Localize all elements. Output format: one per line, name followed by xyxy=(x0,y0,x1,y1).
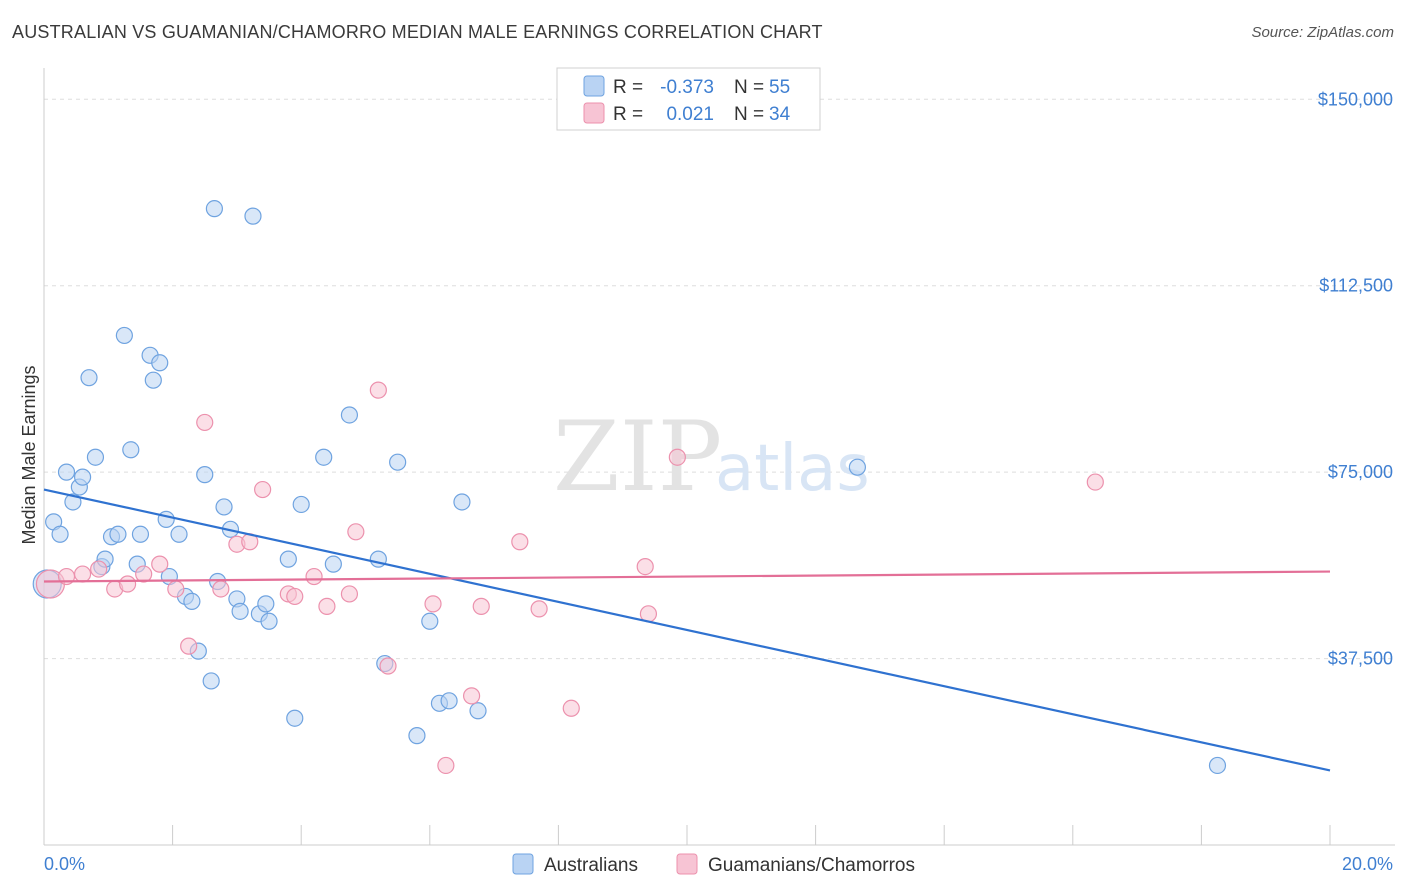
bottom-legend-label-guamanians: Guamanians/Chamorros xyxy=(708,855,915,876)
guamanians-point xyxy=(212,580,230,598)
guamanians-point xyxy=(151,555,169,573)
legend-n-value-1: 55 xyxy=(769,77,790,98)
guamanians-point xyxy=(530,600,548,618)
australians-point xyxy=(231,602,249,620)
bottom-legend-label-australians: Australians xyxy=(544,855,638,876)
australians-point xyxy=(215,498,233,516)
guamanians-point xyxy=(286,587,304,606)
australians-point xyxy=(57,463,76,481)
y-tick-label-2: $75,000 xyxy=(1328,462,1393,482)
legend-n-value-2: 34 xyxy=(769,104,791,125)
guamanians-point xyxy=(668,448,686,466)
australians-point xyxy=(80,369,98,387)
chart-title: AUSTRALIAN VS GUAMANIAN/CHAMORRO MEDIAN … xyxy=(12,22,823,42)
australians-point xyxy=(286,709,304,727)
guamanians-point xyxy=(562,699,580,717)
australians-point xyxy=(196,466,214,484)
bottom-legend-swatch-australians xyxy=(512,853,534,875)
legend-n-label-1: N = xyxy=(734,77,764,98)
source-credit: Source: ZipAtlas.com xyxy=(1251,24,1394,41)
australians-point xyxy=(260,612,278,630)
guamanians-point xyxy=(379,657,397,675)
stats-legend: R = -0.373 N = 55 R = 0.021 N = 34 xyxy=(556,67,821,131)
y-tick-labels: $150,000 $112,500 $75,000 $37,500 xyxy=(1318,89,1393,668)
australians-point xyxy=(408,727,426,745)
axes xyxy=(43,68,1395,846)
australians-point xyxy=(73,468,92,486)
australians-point xyxy=(157,510,175,528)
australians-point xyxy=(324,555,342,573)
guamanians-point xyxy=(347,523,365,541)
australians-point xyxy=(421,612,439,630)
legend-swatch-guamanians xyxy=(583,102,605,124)
australians-point xyxy=(1208,756,1227,775)
watermark: ZIP atlas xyxy=(553,401,870,513)
guamanians-point xyxy=(369,381,387,399)
australians-point xyxy=(469,702,487,720)
watermark-zip: ZIP xyxy=(553,401,722,513)
australians-point xyxy=(292,495,310,514)
guamanians-point xyxy=(135,565,153,583)
guamanians-point xyxy=(511,533,529,551)
gridlines xyxy=(44,98,1395,660)
australians-point xyxy=(453,493,471,511)
australians-point xyxy=(340,406,359,424)
guamanians-point xyxy=(340,585,359,603)
guamanians-point xyxy=(73,565,92,583)
x-tick-label-left: 0.0% xyxy=(44,854,85,874)
guamanians-point xyxy=(254,480,272,499)
y-axis-label: Median Male Earnings xyxy=(19,365,39,544)
australians-point xyxy=(170,525,188,543)
australians-point xyxy=(440,692,458,710)
x-tick-label-right: 20.0% xyxy=(1342,854,1393,874)
australians-point xyxy=(122,441,140,459)
australians-point xyxy=(64,493,82,511)
bottom-legend-swatch-guamanians xyxy=(676,853,698,875)
australians-point xyxy=(51,525,69,543)
legend-swatch-australians xyxy=(583,75,605,97)
australians-point xyxy=(848,458,866,476)
australians-point xyxy=(389,453,407,471)
guamanians-point xyxy=(472,597,490,615)
guamanians-point xyxy=(636,557,654,576)
legend-r-value-1: -0.373 xyxy=(660,77,714,98)
guamanians-point xyxy=(318,597,336,615)
australians-point xyxy=(109,525,127,543)
australians-point xyxy=(244,207,262,225)
legend-r-label-1: R = xyxy=(613,77,643,98)
guamanians-point xyxy=(90,560,108,578)
australians-point xyxy=(183,592,201,611)
australians-point xyxy=(205,200,223,218)
legend-r-value-2: 0.021 xyxy=(666,104,714,125)
australians-point xyxy=(144,371,162,389)
guamanians-point xyxy=(167,580,185,598)
y-tick-label-3: $37,500 xyxy=(1328,649,1393,669)
australians-point xyxy=(257,595,275,613)
australians-point xyxy=(151,354,169,372)
australians-point xyxy=(131,525,150,543)
legend-n-label-2: N = xyxy=(734,104,764,125)
australians-point xyxy=(315,448,333,466)
guamanians-point xyxy=(305,567,323,586)
guamanians-point xyxy=(437,756,455,775)
australians-point xyxy=(115,326,133,345)
guamanians-point xyxy=(462,687,481,705)
australians-point xyxy=(279,550,297,568)
guamanians-point xyxy=(1086,473,1104,491)
guamanians-trend-line xyxy=(43,570,1331,583)
y-tick-label-1: $112,500 xyxy=(1319,276,1393,296)
guamanians-point xyxy=(424,595,442,613)
y-tick-label-0: $150,000 xyxy=(1318,89,1393,109)
guamanians-point xyxy=(180,637,198,655)
australians-point xyxy=(86,448,105,466)
legend-r-label-2: R = xyxy=(613,104,643,125)
guamanians-point xyxy=(118,575,137,593)
series-legend: Australians Guamanians/Chamorros xyxy=(512,853,915,876)
watermark-atlas: atlas xyxy=(715,432,870,506)
australians-trend-line xyxy=(43,488,1331,772)
trend-lines xyxy=(43,488,1331,772)
guamanians-point xyxy=(196,413,214,432)
australians-point xyxy=(202,672,220,690)
